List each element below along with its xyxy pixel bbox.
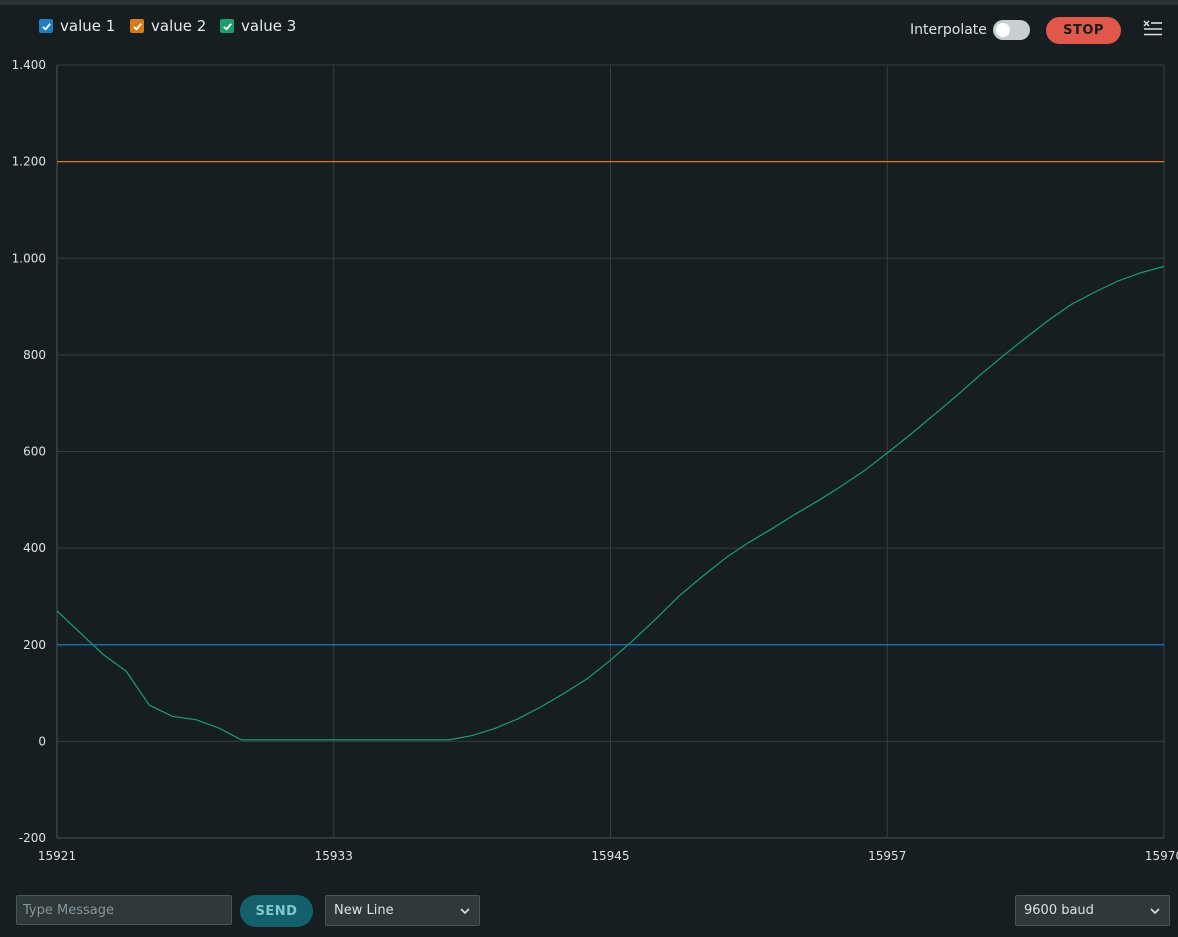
legend-item-value-1[interactable]: value 1 [39,17,115,35]
stop-button[interactable]: STOP [1046,17,1121,44]
x-tick-label: 15921 [38,849,76,863]
y-tick-label: 1.000 [12,251,46,265]
x-tick-label: 15945 [591,849,629,863]
chevron-down-icon [1150,908,1160,915]
toolbar: value 1 value 2 value 3 Interpolate STOP [0,5,1178,55]
footer-bar: SEND New Line 9600 baud [0,885,1178,937]
checkbox-value-3[interactable] [220,19,234,33]
series-lines [56,160,1165,741]
message-input[interactable] [16,895,232,925]
interpolate-label: Interpolate [910,22,987,38]
x-axis: 15921 15933 15945 15957 15970 [38,837,1178,863]
interpolate-toggle[interactable] [993,20,1030,40]
clear-list-icon[interactable] [1142,18,1164,40]
y-tick-label: 1.400 [12,58,46,72]
checkbox-value-1[interactable] [39,19,53,33]
check-icon [132,22,142,31]
series-line-value-3 [56,265,1165,741]
y-tick-label: 0 [38,734,46,748]
y-tick-label: 800 [23,348,46,362]
checkbox-value-2[interactable] [130,19,144,33]
legend-label: value 3 [241,17,297,35]
baud-rate-value: 9600 baud [1024,903,1094,918]
y-tick-label: 400 [23,541,46,555]
line-ending-select[interactable]: New Line [325,895,480,926]
line-ending-value: New Line [334,903,394,918]
y-axis: -200 0 200 400 600 800 1.000 1.200 1.400 [12,58,58,845]
send-button[interactable]: SEND [240,895,313,927]
y-tick-label: 600 [23,445,46,459]
legend-item-value-3[interactable]: value 3 [220,17,296,35]
toggle-knob [996,23,1010,37]
y-tick-label: 1.200 [12,155,46,169]
legend-label: value 2 [151,17,207,35]
x-tick-label: 15957 [868,849,906,863]
grid [56,64,1165,839]
check-icon [41,22,51,31]
check-icon [222,22,232,31]
legend-label: value 1 [60,17,116,35]
x-tick-label: 15970 [1145,849,1178,863]
chevron-down-icon [460,908,470,915]
x-tick-label: 15933 [315,849,353,863]
y-tick-label: 200 [23,638,46,652]
legend-item-value-2[interactable]: value 2 [130,17,206,35]
y-tick-label: -200 [19,831,46,845]
baud-rate-select[interactable]: 9600 baud [1015,895,1170,926]
window-top-border [0,0,1178,5]
